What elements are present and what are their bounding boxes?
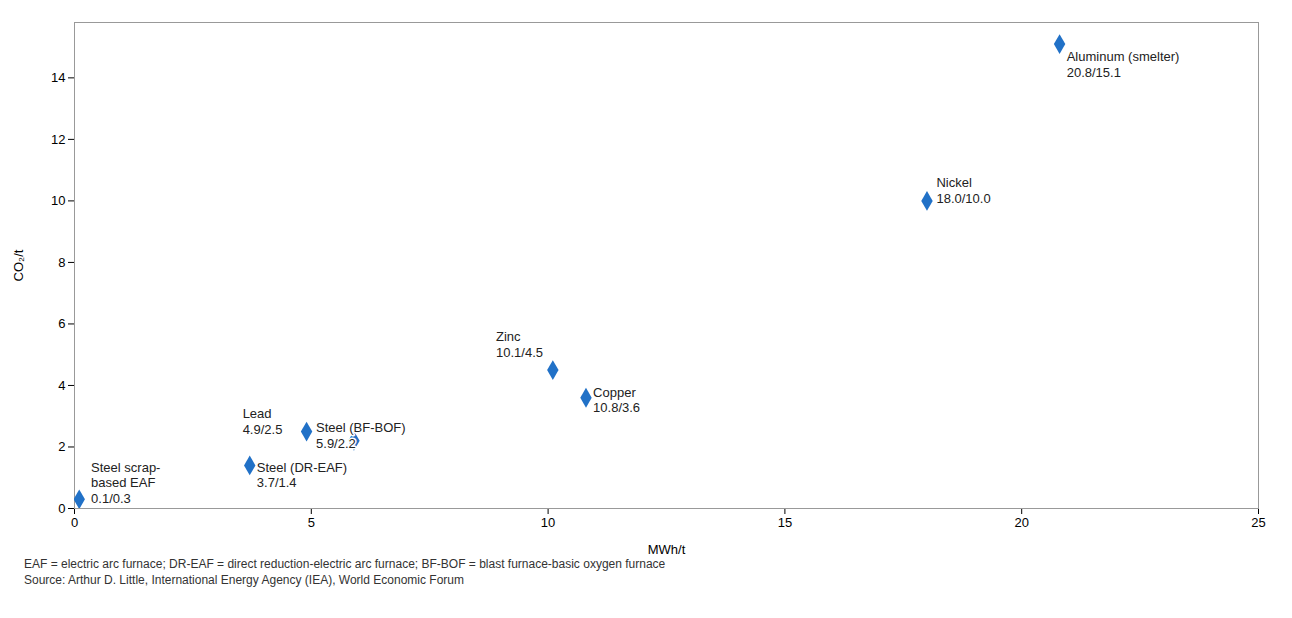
svg-text:10: 10 [51, 193, 65, 208]
svg-text:5: 5 [308, 515, 315, 530]
svg-text:Lead4.9/2.5: Lead4.9/2.5 [243, 406, 283, 437]
svg-text:Steel (BF-BOF)5.9/2.2: Steel (BF-BOF)5.9/2.2 [316, 420, 406, 451]
svg-text:Copper10.8/3.6: Copper10.8/3.6 [593, 385, 640, 416]
svg-text:0: 0 [71, 515, 78, 530]
svg-text:Steel (DR-EAF)3.7/1.4: Steel (DR-EAF)3.7/1.4 [257, 460, 347, 491]
svg-text:CO₂/t: CO₂/t [11, 249, 26, 281]
svg-text:12: 12 [51, 132, 65, 147]
svg-text:4: 4 [58, 378, 65, 393]
svg-text:Nickel18.0/10.0: Nickel18.0/10.0 [936, 175, 990, 206]
svg-text:25: 25 [1251, 515, 1265, 530]
svg-text:20: 20 [1014, 515, 1028, 530]
svg-text:0: 0 [58, 501, 65, 516]
html-text:EAF = electric arc furnace; DR: EAF = electric arc furnace; DR-EAF = dir… [24, 557, 666, 571]
svg-text:Zinc10.1/4.5: Zinc10.1/4.5 [496, 329, 543, 360]
svg-text:MWh/t: MWh/t [648, 542, 686, 557]
svg-text:Steel scrap-based EAF0.1/0.3: Steel scrap-based EAF0.1/0.3 [91, 460, 160, 506]
svg-text:14: 14 [51, 70, 65, 85]
svg-text:15: 15 [778, 515, 792, 530]
html-text:Source: Arthur D. Little, Inte: Source: Arthur D. Little, International … [24, 573, 464, 587]
svg-text:10: 10 [541, 515, 555, 530]
svg-text:8: 8 [58, 255, 65, 270]
svg-text:2: 2 [58, 439, 65, 454]
svg-text:6: 6 [58, 316, 65, 331]
svg-text:Aluminum (smelter)20.8/15.1: Aluminum (smelter)20.8/15.1 [1067, 49, 1180, 80]
